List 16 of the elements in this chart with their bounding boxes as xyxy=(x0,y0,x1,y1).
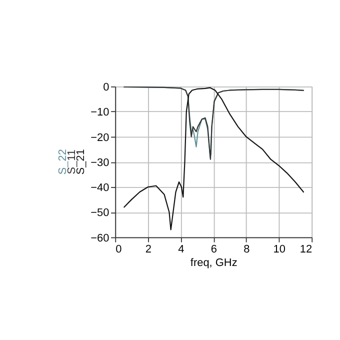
x-tick-label: 6 xyxy=(210,243,217,256)
x-tick-label: 2 xyxy=(145,243,152,256)
y-tick-label: −30 xyxy=(90,156,110,169)
x-tick-label: 4 xyxy=(178,243,184,256)
y-tick-label: −50 xyxy=(90,207,110,220)
y-tick-label: −20 xyxy=(90,132,110,144)
x-tick-label: 0 xyxy=(116,243,122,256)
y-tick-label: −10 xyxy=(90,106,110,119)
y-tick-label: −40 xyxy=(90,182,110,194)
x-tick-label: 8 xyxy=(244,243,250,256)
x-tick-label: 12 xyxy=(300,243,312,256)
text: S_21 xyxy=(75,149,88,175)
x-tick-label: 10 xyxy=(273,243,286,256)
x-axis-title: freq, GHz xyxy=(190,257,238,270)
y-tick-label: −60 xyxy=(90,232,110,244)
y-tick-label: 0 xyxy=(103,82,110,94)
